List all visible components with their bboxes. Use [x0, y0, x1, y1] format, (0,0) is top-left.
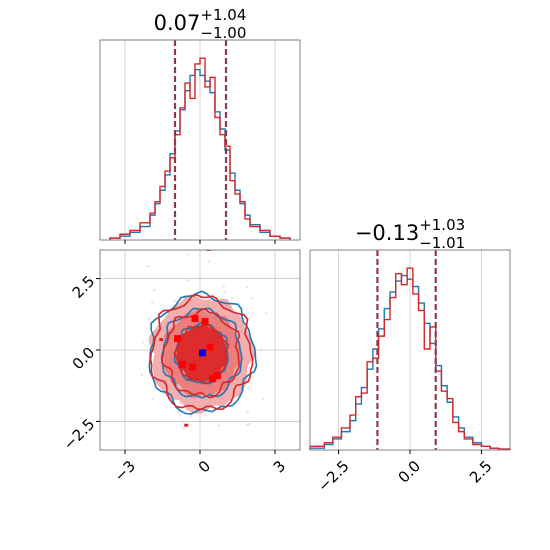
x1-tick-label: 0	[195, 457, 214, 476]
red-marker	[179, 360, 186, 368]
sample-point	[178, 414, 182, 417]
sample-point	[130, 457, 132, 459]
y-tick-label: 2.5	[69, 272, 99, 302]
hist-x2	[309, 250, 511, 450]
red-marker	[189, 363, 196, 371]
sample-point	[176, 410, 180, 413]
sample-point	[248, 422, 251, 425]
sample-point	[153, 289, 156, 292]
sample-point	[265, 312, 268, 315]
sample-point	[186, 279, 189, 282]
markers	[159, 250, 221, 427]
red-marker	[191, 315, 199, 323]
x2-tick-label: −2.5	[314, 457, 352, 495]
sample-point	[182, 420, 185, 423]
sample-point	[204, 413, 207, 417]
sample-point	[222, 285, 225, 288]
sample-point	[207, 260, 210, 263]
sample-point	[140, 373, 144, 376]
hist-series-red	[309, 267, 511, 450]
sample-point	[223, 291, 226, 294]
sample-point	[247, 366, 250, 369]
sample-point	[248, 316, 251, 319]
red-outlier	[184, 423, 189, 427]
sample-point	[246, 410, 249, 413]
sample-point	[182, 426, 185, 429]
sample-point	[261, 397, 264, 400]
red-marker	[206, 343, 214, 351]
hist-x1	[109, 40, 291, 240]
panel-title: −0.13+1.03	[355, 216, 465, 245]
x1-tick-label: −3	[111, 457, 139, 485]
sample-point	[186, 253, 190, 256]
joint-panel	[130, 250, 305, 459]
hist-series-blue	[309, 274, 511, 450]
contour-line-blue	[148, 290, 258, 415]
red-marker	[174, 335, 181, 343]
sample-point	[146, 265, 149, 268]
x2-tick-label: 2.5	[466, 457, 496, 487]
sample-point	[230, 297, 234, 300]
blue-marker	[199, 349, 206, 357]
sample-point	[260, 349, 263, 352]
red-marker	[214, 372, 221, 380]
y-tick-label: −2.5	[60, 415, 98, 453]
contour-line-red	[149, 294, 254, 411]
sample-point	[217, 424, 221, 427]
sample-point	[173, 299, 176, 303]
sample-point	[141, 341, 144, 344]
hist-series-red	[109, 57, 291, 240]
sample-point	[147, 317, 151, 321]
red-marker	[201, 317, 209, 325]
panel-title-sub: −1.01	[419, 234, 465, 252]
title-x2: −0.13+1.03−1.01	[355, 216, 465, 252]
contour-line-red	[161, 308, 241, 399]
x2-tick-label: 0.0	[395, 457, 425, 487]
title-x1: 0.07+1.04−1.00	[154, 6, 247, 42]
red-outlier	[159, 338, 164, 341]
sample-point	[151, 397, 154, 401]
sample-point	[151, 301, 154, 304]
sample-point	[251, 297, 254, 300]
red-marker	[209, 375, 216, 383]
sample-point	[246, 286, 249, 289]
sample-point	[246, 423, 249, 426]
x1-tick-label: 3	[270, 457, 289, 476]
sample-point	[303, 341, 305, 343]
sample-point	[189, 415, 192, 418]
panel-title: 0.07+1.04	[154, 6, 247, 35]
y-tick-label: 0.0	[69, 344, 99, 374]
sample-point	[247, 386, 250, 390]
hist-series-blue	[109, 68, 291, 240]
panel-title-sub: −1.00	[200, 24, 246, 42]
